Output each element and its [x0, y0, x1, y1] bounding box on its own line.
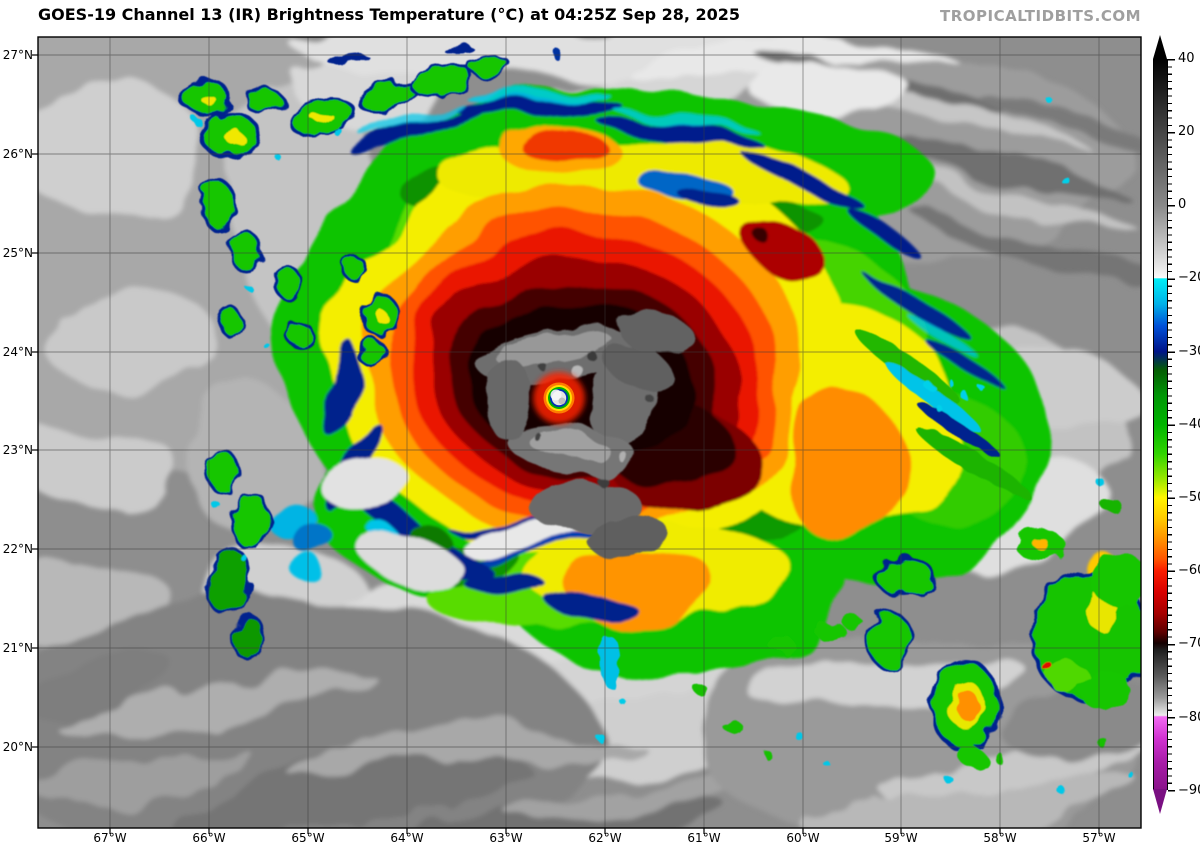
colorbar-arrow-down [1153, 789, 1167, 814]
lat-label: 26°N [2, 147, 33, 161]
colorbar-tick-label: −50 [1178, 490, 1200, 505]
lon-label: 59°W [884, 831, 918, 845]
lon-label: 60°W [786, 831, 820, 845]
colorbar-tick-label: 20 [1178, 124, 1195, 139]
colorbar-tick-label: −30 [1178, 344, 1200, 359]
colorbar-tick-label: −70 [1178, 636, 1200, 651]
colorbar-tick-label: −60 [1178, 563, 1200, 578]
northwest-convective-cells [179, 45, 563, 660]
lon-label: 67°W [93, 831, 127, 845]
page-title: GOES-19 Channel 13 (IR) Brightness Tempe… [38, 5, 741, 24]
lon-label: 62°W [588, 831, 622, 845]
lon-label: 65°W [291, 831, 325, 845]
hurricane-eye [533, 372, 585, 424]
lat-label: 24°N [2, 345, 33, 359]
colorbar-gradient [1153, 59, 1168, 790]
lat-label: 25°N [2, 246, 33, 260]
map-frame [37, 36, 1142, 829]
lat-label: 23°N [2, 443, 33, 457]
lon-label: 66°W [192, 831, 226, 845]
lat-label: 20°N [2, 740, 33, 754]
lon-label: 64°W [390, 831, 424, 845]
colorbar-tick-label: −80 [1178, 710, 1200, 725]
colorbar-tick-label: −40 [1178, 417, 1200, 432]
southeast-convective-cells [596, 94, 1141, 793]
lat-label: 21°N [2, 641, 33, 655]
lon-label: 61°W [687, 831, 721, 845]
colorbar-tick-label: −90 [1178, 783, 1200, 798]
lon-label: 57°W [1082, 831, 1116, 845]
watermark: TROPICALTIDBITS.COM [940, 7, 1141, 25]
colorbar-tick-label: 0 [1178, 197, 1187, 212]
colorbar-arrow-up [1153, 35, 1167, 59]
longitude-ticks [109, 828, 1100, 834]
lon-label: 63°W [489, 831, 523, 845]
latitude-ticks [32, 54, 38, 748]
lat-lon-gridlines [38, 37, 1141, 828]
east-streamer-bands [854, 328, 1123, 514]
lat-label: 27°N [2, 48, 33, 62]
lon-label: 58°W [983, 831, 1017, 845]
lat-label: 22°N [2, 542, 33, 556]
colorbar-tick-label: 40 [1178, 51, 1195, 66]
colorbar-major-ticks [1168, 59, 1175, 792]
colorbar-tick-label: −20 [1178, 270, 1200, 285]
